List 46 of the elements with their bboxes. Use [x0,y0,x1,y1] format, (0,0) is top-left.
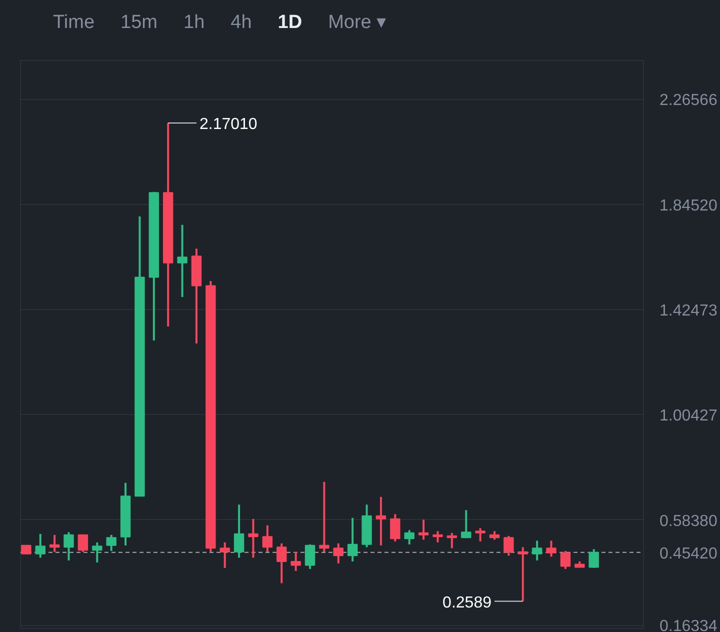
candlestick [588,548,599,569]
text: 1D [278,12,302,33]
text: Time [53,12,95,33]
candlestick [432,530,443,544]
candlestick [177,224,188,298]
candlestick [64,531,74,562]
y-tick-label: 1.42473 [660,302,718,320]
y-tick-label: 1.00427 [660,408,718,425]
candlestick [234,504,244,559]
annotation: 2.17010 [199,116,258,134]
candlestick [220,541,230,569]
candlestick [262,524,273,553]
candlestick [446,532,458,550]
candlestick [504,534,514,557]
candlestick [106,534,116,552]
y-tick-label: 0.16334 [660,618,718,632]
candlestick [390,513,400,542]
candlestick [404,529,414,546]
candlestick [248,518,258,559]
text: 1h [184,12,205,33]
candlestick [333,542,344,564]
candlestick [304,543,316,570]
text: 15m [120,12,158,33]
candlestick [376,496,386,546]
candlestick [460,509,472,539]
y-tick-label: 2.26566 [660,92,718,110]
candlestick [319,480,330,553]
candlestick [532,540,542,562]
candlestick [78,534,88,553]
text: 4h [230,12,252,33]
annotation: 0.2589 [442,594,492,612]
candlestick [518,546,528,602]
candlestick [418,518,429,541]
candlestick [475,527,486,542]
candlestick [347,516,358,562]
candlestick [276,542,287,584]
ref-line-label: 0.45420 [660,545,718,562]
candlestick [35,532,46,559]
candlestick [546,540,556,558]
candlestick [290,550,301,572]
candlestick [49,534,60,553]
y-tick-label: 1.84520 [660,197,718,214]
candlestick [92,541,102,564]
text: More ▾ [328,12,387,33]
y-tick-label: 0.58380 [660,512,718,530]
candlestick [560,550,571,570]
